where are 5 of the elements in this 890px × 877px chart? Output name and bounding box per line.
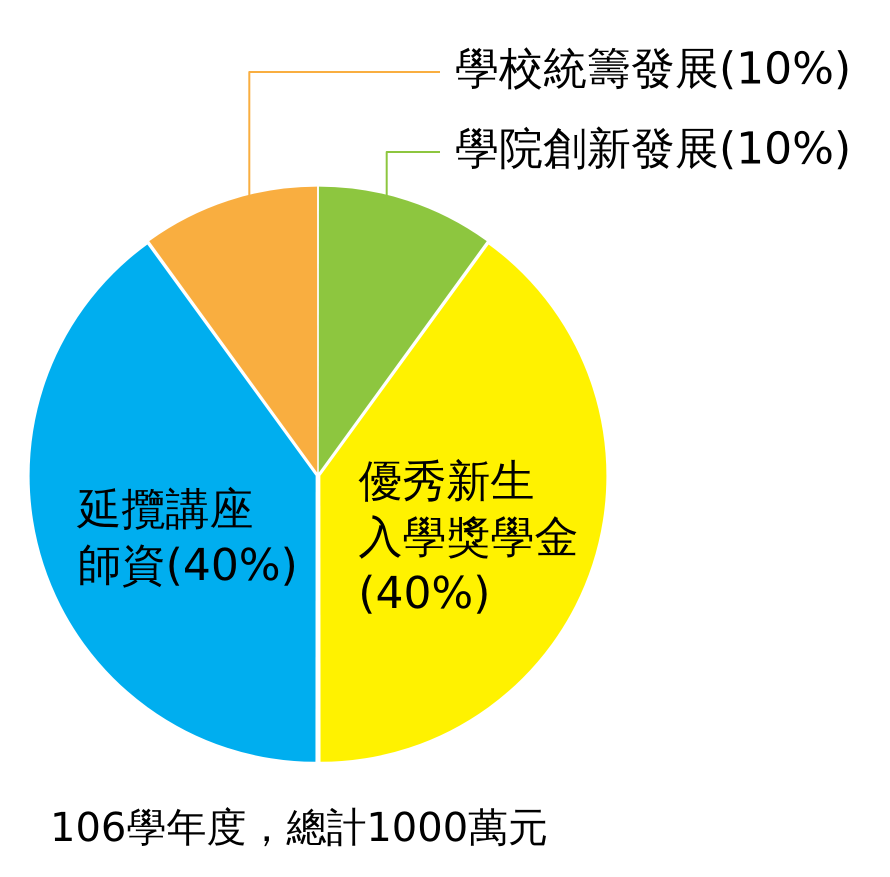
slice-label: 延攬講座師資(40%) [76, 484, 298, 592]
text: 106學年度，總計1000萬元 [50, 804, 548, 853]
slice-label: 學院創新發展(10%) [455, 123, 852, 174]
slice-label: 優秀新生入學獎學金(40%) [358, 456, 578, 620]
slice-label: 學校統籌發展(10%) [455, 43, 852, 94]
